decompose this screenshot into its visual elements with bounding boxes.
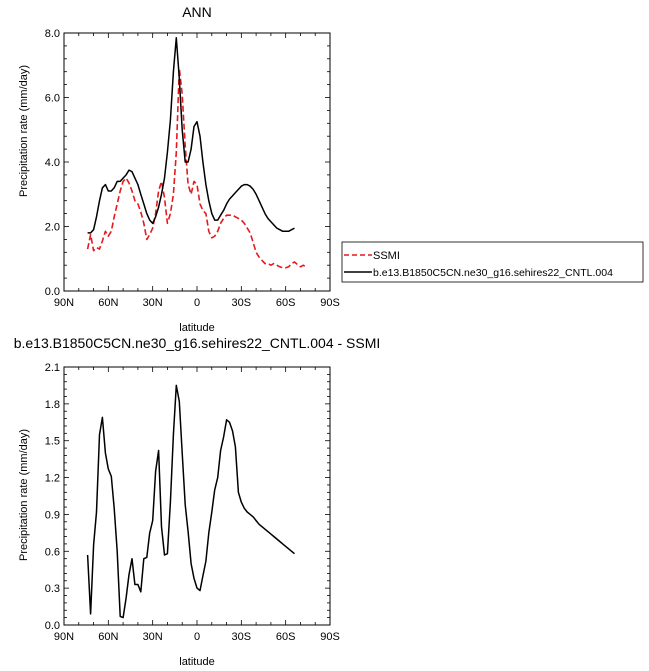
x-tick-label: 30N — [143, 297, 163, 309]
plot-area: 90N 60N 30N 0 30S 60S 90S 0.0 0.3 0.6 0.9 1.2 1.5 1.8… — [45, 362, 340, 643]
chart-title: b.e13.B1850C5CN.ne30_g16.sehires22_CNTL.… — [14, 335, 381, 351]
y-tick-label: 1.8 — [45, 399, 60, 411]
x-tick-label: 60N — [98, 631, 118, 643]
x-tick-label: 0 — [194, 297, 200, 309]
x-tick-label: 60S — [276, 297, 296, 309]
legend-box — [341, 241, 644, 283]
y-tick-label: 2.0 — [45, 222, 60, 234]
y-axis-label: Precipitation rate (mm/day) — [18, 65, 30, 197]
series-line-0 — [86, 384, 295, 619]
y-tick-label: 1.2 — [45, 473, 60, 485]
series-line-0 — [86, 67, 307, 269]
y-tick-label: 0.0 — [45, 620, 60, 632]
x-tick-label: 0 — [194, 631, 200, 643]
y-axis-label: Precipitation rate (mm/day) — [18, 429, 30, 561]
x-tick-label: 90N — [54, 631, 74, 643]
x-tick-label: 90N — [54, 297, 74, 309]
x-tick-label: 30S — [232, 631, 252, 643]
plot-frame — [63, 32, 331, 292]
y-tick-label: 0.6 — [45, 546, 60, 558]
legend-label-ssmi: SSMI — [373, 250, 400, 262]
x-axis-label: latitude — [179, 322, 214, 334]
y-tick-label: 0.3 — [45, 583, 60, 595]
y-tick-label: 8.0 — [45, 28, 60, 40]
series-line-1 — [87, 37, 295, 234]
chart-difference: b.e13.B1850C5CN.ne30_g16.sehires22_CNTL.… — [14, 335, 381, 668]
y-tick-label: 1.5 — [45, 436, 60, 448]
y-tick-label: 4.0 — [45, 157, 60, 169]
x-tick-label: 90S — [320, 631, 340, 643]
x-tick-label: 30S — [232, 297, 252, 309]
legend-label-model: b.e13.B1850C5CN.ne30_g16.sehires22_CNTL.… — [373, 267, 613, 279]
x-tick-label: 90S — [320, 297, 340, 309]
chart-title: ANN — [182, 4, 212, 20]
legend: SSMI b.e13.B1850C5CN.ne30_g16.sehires22_… — [341, 241, 644, 283]
y-tick-label: 6.0 — [45, 93, 60, 105]
x-tick-label: 30N — [143, 631, 163, 643]
chart-annual-precipitation: ANN 90N 60N 30N 0 30S 60S 90S 0.0 2.0 4.0 6.0 8.0 l… — [18, 4, 644, 334]
x-tick-label: 60S — [276, 631, 296, 643]
x-axis-label: latitude — [179, 656, 214, 668]
y-tick-label: 2.1 — [45, 362, 60, 374]
y-tick-label: 0.9 — [45, 509, 60, 521]
x-tick-label: 60N — [98, 297, 118, 309]
plot-area: 90N 60N 30N 0 30S 60S 90S 0.0 2.0 4.0 6.0 8.0 — [45, 28, 340, 309]
y-tick-label: 0.0 — [45, 286, 60, 298]
